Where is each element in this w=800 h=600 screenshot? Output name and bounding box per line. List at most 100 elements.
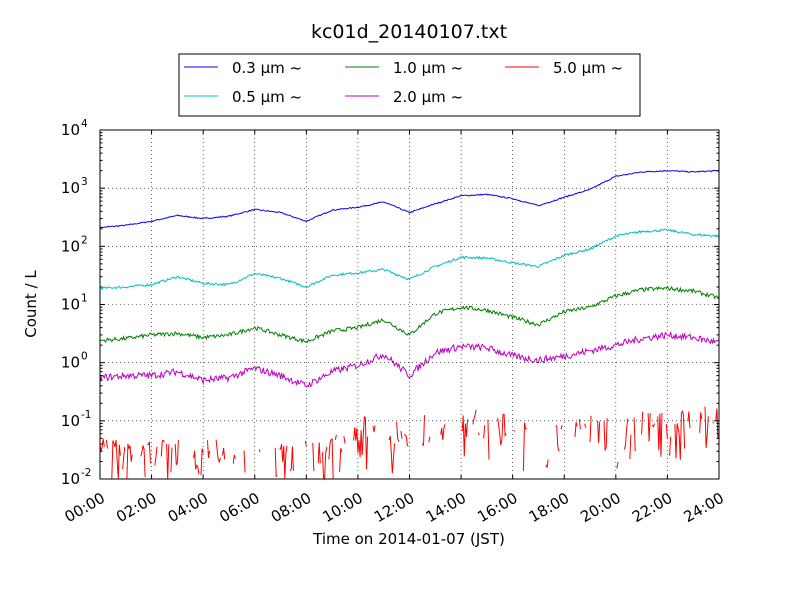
y-tick-label: 10 3 (61, 176, 88, 197)
series-line (160, 439, 165, 457)
legend-item: 0.3 μm ~ (184, 59, 302, 77)
x-axis-label: Time on 2014-01-07 (JST) (312, 530, 505, 548)
series-line (651, 423, 655, 428)
y-tick-label-exponent: 2 (81, 234, 88, 246)
x-tick-label: 12:00 (371, 489, 417, 526)
x-tick-label: 16:00 (474, 489, 520, 526)
series-line (99, 169, 720, 229)
y-tick-label-base: 10 (61, 121, 80, 139)
series-line (428, 436, 431, 443)
x-tick-label: 00:00 (62, 489, 108, 526)
series (99, 285, 720, 344)
series-line (334, 434, 337, 441)
series-line (584, 423, 587, 428)
series-line (328, 438, 334, 480)
series-line (193, 450, 200, 475)
legend-box (178, 53, 641, 117)
x-tick-label: 20:00 (577, 489, 623, 526)
series-line (232, 454, 236, 464)
series-line (312, 442, 315, 472)
legend-label: 0.5 μm ~ (232, 88, 302, 106)
legend-item: 2.0 μm ~ (345, 88, 463, 106)
y-tick-label: 10 -1 (61, 409, 92, 430)
series-line (699, 412, 703, 433)
series-line (440, 424, 446, 441)
axis-ticks (99, 129, 720, 480)
y-tick-label-base: 10 (61, 296, 80, 314)
legend-label: 5.0 μm ~ (553, 59, 623, 77)
series-line (279, 443, 288, 480)
series-line (400, 430, 403, 439)
series-line (339, 448, 343, 473)
series-line (215, 439, 221, 464)
series-line (555, 425, 560, 452)
series-line (477, 432, 480, 436)
series-line (641, 411, 644, 435)
series-line (243, 450, 246, 473)
series-line (372, 425, 376, 433)
series-line (623, 418, 629, 450)
y-tick-label: 10 2 (61, 234, 88, 255)
series-line (669, 436, 672, 456)
series-line (166, 443, 170, 480)
y-tick-label-base: 10 (61, 179, 80, 197)
series-line (712, 421, 714, 424)
series-line (403, 434, 409, 447)
y-tick-label: 10 -2 (61, 467, 92, 488)
series-line (513, 429, 516, 432)
series-line (421, 415, 425, 446)
legend-item: 0.5 μm ~ (184, 88, 302, 106)
series-line (343, 436, 346, 444)
series-line (99, 228, 720, 291)
legend-label: 0.3 μm ~ (232, 59, 302, 77)
series-line (99, 331, 720, 388)
series-line (174, 439, 179, 466)
legend-item: 1.0 μm ~ (345, 59, 463, 77)
series-line (522, 422, 527, 472)
legend-item: 5.0 μm ~ (505, 59, 623, 77)
series-line (578, 419, 581, 429)
series-line (633, 417, 636, 452)
series-line (560, 425, 563, 430)
series-line (687, 411, 691, 429)
series-line (111, 440, 121, 480)
series-line (396, 421, 400, 442)
series-line (665, 423, 668, 440)
series-line (574, 421, 578, 438)
x-tick-label: 04:00 (165, 489, 211, 526)
series-line (317, 442, 321, 464)
x-tick-label: 08:00 (268, 489, 314, 526)
series-line (170, 447, 173, 473)
series-line (616, 461, 619, 469)
series-line (353, 415, 369, 470)
series-line (497, 413, 507, 446)
x-tick-label: 06:00 (216, 489, 262, 526)
series (99, 169, 720, 229)
chart-title: kc01d_20140107.txt (311, 21, 507, 43)
x-tick-label: 18:00 (526, 489, 572, 526)
series-line (322, 446, 328, 481)
series-line (603, 418, 608, 451)
series-line (597, 420, 601, 444)
x-tick-label: 02:00 (113, 489, 159, 526)
y-tick-label-exponent: 1 (81, 293, 88, 305)
series-line (704, 406, 709, 448)
series (99, 228, 720, 291)
y-tick-label-base: 10 (61, 237, 80, 255)
y-tick-label: 10 1 (61, 293, 88, 314)
y-tick-label-exponent: 4 (81, 118, 88, 130)
grid (100, 130, 719, 479)
legend-label: 2.0 μm ~ (393, 88, 463, 106)
y-tick-label-exponent: -2 (81, 467, 91, 479)
y-tick-label-exponent: 0 (81, 351, 88, 363)
y-tick-label: 10 0 (61, 351, 88, 372)
series-layer (99, 169, 720, 481)
series-line (126, 443, 133, 480)
series-line (304, 440, 307, 447)
series-line (589, 415, 592, 443)
y-tick-label-base: 10 (61, 470, 80, 488)
series-line (674, 409, 686, 460)
series-line (105, 439, 108, 449)
